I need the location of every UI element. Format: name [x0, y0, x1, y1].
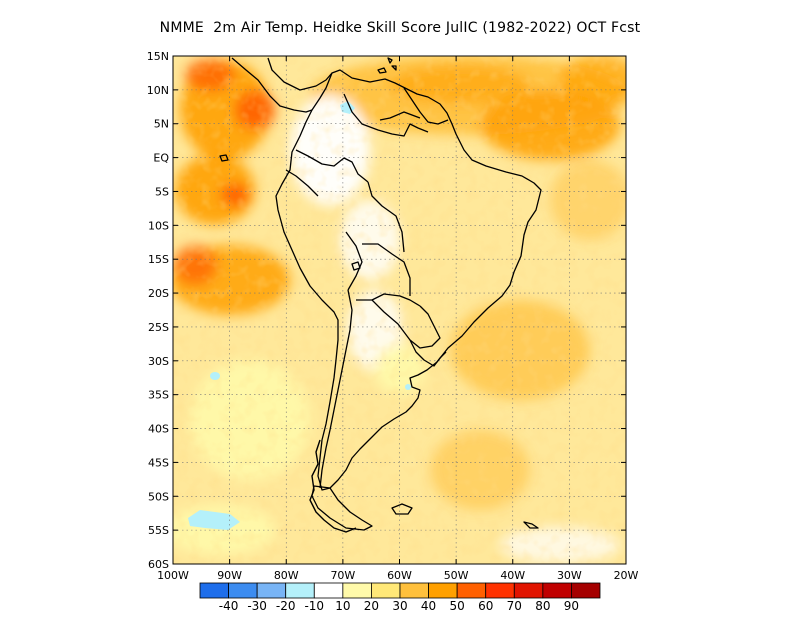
venezuela-brazil-border	[379, 111, 421, 121]
colorbar-label: 70	[507, 599, 522, 613]
colorbar-label: 90	[564, 599, 579, 613]
lat-label: 20S	[148, 287, 169, 300]
lon-label: 50W	[444, 569, 469, 582]
colorbar-label: -40	[219, 599, 239, 613]
lat-label: 15S	[148, 253, 169, 266]
south-georgia	[523, 521, 539, 529]
peru-bolivia-border	[345, 231, 363, 291]
colorbar-label: 50	[450, 599, 465, 613]
lon-label: 70W	[330, 569, 355, 582]
ecuador-peru-border	[285, 169, 319, 197]
peru-brazil-border	[367, 181, 405, 253]
galapagos	[219, 154, 229, 162]
lat-label: 50S	[148, 490, 169, 503]
shaded-field	[173, 56, 626, 564]
colorbar-label: 20	[364, 599, 379, 613]
colorbar-label: -20	[276, 599, 296, 613]
colorbar-swatch	[485, 582, 515, 599]
negative-patch	[405, 384, 411, 390]
lat-label: 10S	[148, 219, 169, 232]
lat-label: 55S	[148, 524, 169, 537]
longitude-axis: 100W 90W 80W 70W 60W 50W 40W 30W 20W	[157, 56, 639, 582]
colorbar: -40 -30 -20 -10 10 20 30 40 50 60 70 80 90	[199, 582, 601, 613]
negative-patch	[210, 372, 220, 380]
central-america-coastline	[231, 57, 313, 113]
uruguay-border	[409, 339, 447, 367]
lat-label: 25S	[148, 321, 169, 334]
lon-label: 20W	[614, 569, 639, 582]
lat-label: 10N	[147, 84, 169, 97]
caribbean-islands	[377, 57, 397, 74]
map-title: NMME 2m Air Temp. Heidke Skill Score Jul…	[159, 20, 641, 36]
colorbar-swatch	[313, 582, 344, 599]
lat-label: 30S	[148, 355, 169, 368]
lake-titicaca	[351, 261, 361, 271]
argentina-bolivia-border	[356, 299, 411, 341]
latitude-axis: 15N 10N 5N EQ 5S 10S 15S 20S 25S 30S 35S 40S 45S 50S 5…	[147, 50, 626, 571]
lon-label: 30W	[557, 569, 582, 582]
lon-label: 40W	[500, 569, 525, 582]
lon-label: 100W	[157, 569, 189, 582]
colorbar-label: 40	[421, 599, 436, 613]
colorbar-label: 30	[392, 599, 407, 613]
colorbar-label: -10	[304, 599, 324, 613]
lon-label: 60W	[387, 569, 412, 582]
field-noise	[173, 56, 626, 564]
lat-label: 40S	[148, 423, 169, 436]
colorbar-swatch	[399, 582, 429, 599]
coastlines	[219, 57, 542, 533]
chile-islands	[309, 439, 357, 533]
colorbar-swatch	[371, 582, 401, 599]
colorbar-swatch	[256, 582, 287, 599]
colorbar-swatch	[542, 582, 572, 599]
lat-label: 45S	[148, 456, 169, 469]
argentina-chile-border	[319, 289, 353, 489]
lat-label: 5N	[154, 118, 169, 131]
colorbar-swatch	[285, 582, 315, 599]
colorbar-swatch	[571, 582, 601, 599]
lat-label: 35S	[148, 389, 169, 402]
bolivia-paraguay-border	[371, 293, 421, 307]
central-america-coastline-north	[267, 57, 333, 91]
colorbar-label: 60	[478, 599, 493, 613]
colorbar-swatch	[428, 582, 458, 599]
colombia-venezuela-border	[343, 93, 429, 137]
negative-patch	[188, 510, 240, 530]
colorbar-swatch	[199, 582, 229, 599]
colorbar-swatch	[513, 582, 544, 599]
colorbar-swatch	[342, 582, 372, 599]
lat-label: 60S	[148, 558, 169, 571]
south-america-coastline	[275, 69, 542, 491]
colombia-ecuador-peru-border	[295, 149, 369, 183]
colorbar-swatch	[456, 582, 487, 599]
guyanas-border	[403, 87, 449, 125]
paraguay-brazil-argentina	[409, 305, 441, 349]
lon-label: 80W	[274, 569, 299, 582]
colorbar-label: 10	[335, 599, 350, 613]
colorbar-label: 80	[535, 599, 550, 613]
falklands	[391, 503, 413, 515]
lat-label: 15N	[147, 50, 169, 63]
lat-label: 5S	[155, 185, 169, 198]
colorbar-label: -30	[247, 599, 267, 613]
lon-label: 90W	[217, 569, 242, 582]
colorbar-swatch	[228, 582, 258, 599]
bolivia-brazil-border	[362, 243, 411, 296]
lat-label: EQ	[153, 152, 169, 165]
